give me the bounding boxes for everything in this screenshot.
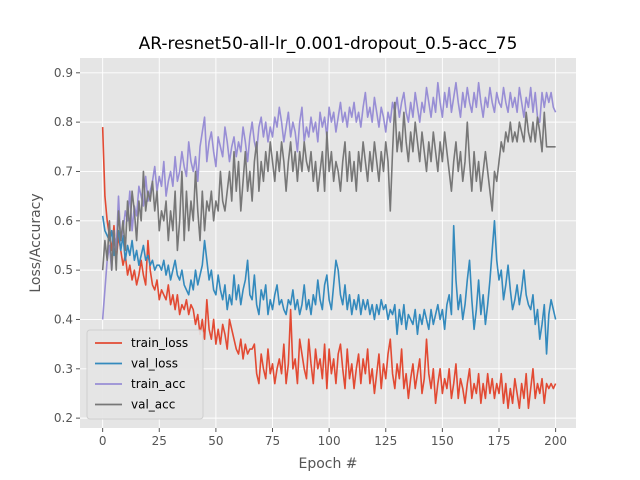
y-tick-label: 0.3	[54, 362, 73, 376]
x-tick-label: 25	[152, 434, 167, 448]
series-line-val-loss	[101, 215, 557, 355]
legend-label: val_loss	[131, 357, 178, 371]
x-tick-label: 175	[488, 434, 511, 448]
x-tick-label: 50	[208, 434, 223, 448]
x-axis-ticks: 0 25 50 75 100 125 150 175 200	[99, 428, 567, 448]
x-tick-label: 75	[265, 434, 280, 448]
y-axis-ticks: 0.2 0.3 0.4 0.5 0.6 0.7 0.8 0.9	[54, 66, 80, 425]
legend-label: train_loss	[131, 336, 188, 350]
series-lines	[101, 81, 557, 410]
series-line-val-acc	[101, 101, 556, 271]
legend: train_loss val_loss train_acc val_acc	[86, 329, 204, 420]
y-tick-label: 0.9	[54, 66, 73, 80]
x-tick-label: 0	[99, 434, 107, 448]
legend-label: train_acc	[131, 377, 185, 391]
x-axis-label: Epoch #	[298, 456, 357, 472]
chart-title: AR-resnet50-all-lr_0.001-dropout_0.5-acc…	[139, 34, 518, 54]
y-tick-label: 0.8	[54, 115, 73, 129]
y-tick-label: 0.6	[54, 214, 73, 228]
x-tick-label: 100	[318, 434, 341, 448]
legend-box	[86, 329, 204, 420]
y-tick-label: 0.2	[54, 411, 73, 425]
series-line-train-loss	[101, 127, 557, 410]
y-axis-label: Loss/Accuracy	[28, 193, 44, 292]
x-tick-label: 200	[544, 434, 567, 448]
x-tick-label: 125	[374, 434, 397, 448]
series-line-train-acc	[101, 81, 557, 320]
legend-label: val_acc	[131, 398, 175, 412]
y-tick-label: 0.7	[54, 164, 73, 178]
x-tick-label: 150	[431, 434, 454, 448]
y-tick-label: 0.4	[54, 312, 73, 326]
y-tick-label: 0.5	[54, 263, 73, 277]
